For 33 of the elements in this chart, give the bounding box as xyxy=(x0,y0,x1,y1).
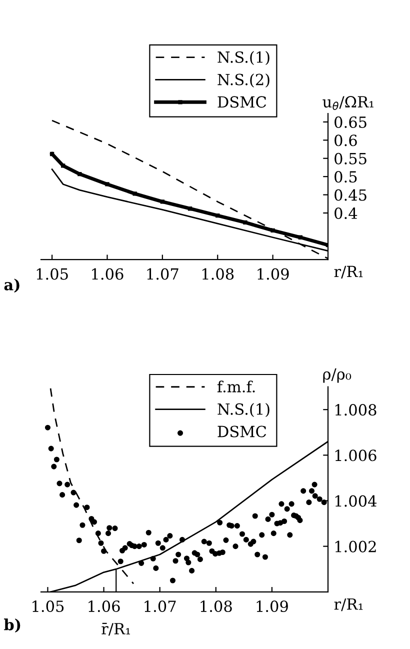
y-tick-label: 0.65 xyxy=(334,116,366,128)
x-tick-label: 1.09 xyxy=(258,268,289,280)
x-axis-title: r/R₁ xyxy=(334,598,363,612)
y-axis-title: ρ/ρ₀ xyxy=(323,368,352,383)
y-tick-label: 0.55 xyxy=(334,152,366,164)
y-tick-label: 0.5 xyxy=(334,171,357,183)
y-tick-label: 1.002 xyxy=(335,540,376,552)
y-tick-label: 0.4 xyxy=(334,207,358,220)
y-tick-label: 1.008 xyxy=(335,404,376,416)
x-tick-label: 1.07 xyxy=(147,268,178,280)
legend-label: f.m.f. xyxy=(217,380,255,392)
y-axis-title: u$_{θ}$/ΩR₁ xyxy=(322,96,374,110)
legend-label: N.S.(1) xyxy=(218,403,270,418)
legend-label: N.S.(2) xyxy=(218,73,270,88)
x-tick-label: 1.05 xyxy=(32,600,64,612)
x-axis-title: r/R₁ xyxy=(334,266,363,278)
text: a) xyxy=(4,278,20,293)
text: b) xyxy=(4,618,20,633)
y-tick-label: 1.004 xyxy=(335,495,377,507)
x-tick-label: 1.08 xyxy=(202,268,234,280)
ref-line-label: r̄/R₁ xyxy=(102,622,130,636)
y-tick-label: 1.006 xyxy=(335,450,376,462)
x-tick-label: 1.05 xyxy=(36,268,68,280)
legend-label: N.S.(1) xyxy=(218,51,270,66)
x-tick-label: 1.08 xyxy=(200,600,232,612)
y-tick-label: 0.6 xyxy=(334,134,357,146)
y-tick-label: 0.45 xyxy=(334,189,366,201)
x-tick-label: 1.07 xyxy=(144,600,176,612)
legend-label: DSMC xyxy=(218,96,266,108)
legend-label: DSMC xyxy=(218,426,266,438)
x-tick-label: 1.09 xyxy=(256,600,288,612)
x-tick-label: 1.06 xyxy=(88,600,120,612)
x-tick-label: 1.06 xyxy=(92,268,124,280)
